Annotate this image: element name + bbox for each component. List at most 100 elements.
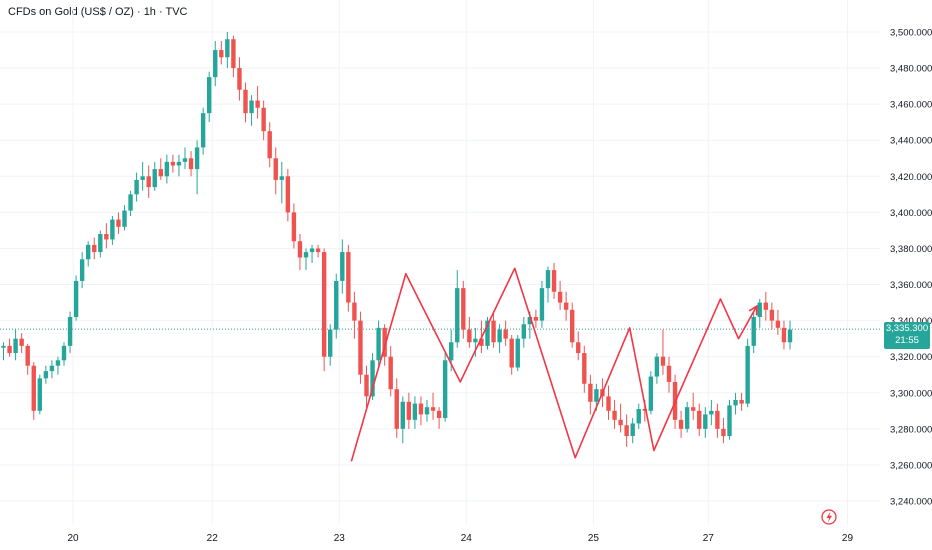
candle: [13, 329, 18, 361]
candle: [285, 169, 291, 222]
candle-body: [261, 107, 266, 132]
candle-body: [200, 113, 206, 148]
last-price-label: 3,335.300 21:55: [884, 322, 930, 350]
zigzag-pattern: [350, 267, 758, 462]
candle-body: [37, 378, 42, 411]
candle: [406, 392, 412, 429]
candle-body: [152, 169, 157, 188]
candle: [745, 338, 750, 408]
candle-body: [576, 342, 581, 354]
candle: [213, 41, 218, 87]
candle-body: [739, 399, 744, 404]
candle: [775, 309, 781, 336]
candle-body: [92, 244, 97, 253]
candle: [321, 248, 327, 372]
candle-body: [642, 409, 647, 411]
candle-body: [709, 410, 714, 415]
candle: [370, 353, 375, 400]
chart-title: CFDs on Gold (US$ / OZ) · 1h · TVC: [8, 6, 188, 18]
candle-body: [654, 356, 660, 377]
x-tick-label: 25: [588, 533, 600, 544]
candle: [92, 237, 97, 260]
lightning-icon[interactable]: [821, 509, 837, 525]
candle: [376, 320, 381, 366]
candle: [727, 399, 732, 440]
candle-body: [358, 320, 363, 375]
candle-body: [243, 89, 248, 114]
candle-body: [449, 342, 454, 361]
candle-body: [442, 360, 448, 419]
x-tick-label: 29: [842, 533, 854, 544]
candle: [618, 403, 623, 433]
candle-body: [303, 252, 309, 258]
candle: [152, 161, 157, 191]
candle: [557, 280, 563, 310]
candle-body: [370, 360, 375, 397]
candle-body: [660, 356, 666, 366]
candle-body: [781, 327, 787, 343]
y-tick-label: 3,360.000: [890, 280, 932, 291]
candle-body: [684, 407, 690, 429]
candle-body: [412, 403, 418, 420]
candle: [763, 291, 768, 321]
candle-body: [612, 410, 617, 420]
candle-body: [570, 309, 575, 343]
candle-body: [769, 309, 775, 321]
candle-body: [539, 288, 545, 321]
x-tick-label: 23: [334, 533, 346, 544]
candle-body: [164, 161, 170, 177]
candle-body: [467, 329, 472, 343]
candle: [551, 262, 557, 299]
candle: [436, 407, 442, 429]
candle-body: [86, 244, 91, 260]
candle: [116, 212, 121, 235]
candle-body: [582, 353, 587, 384]
candle: [521, 317, 526, 348]
x-tick-label: 24: [461, 533, 473, 544]
candle: [55, 356, 61, 375]
candle: [73, 275, 79, 321]
y-axis: 3,240.000 3,260.000 3,280.000 3,300.000 3,32…: [890, 28, 932, 508]
candle-body: [588, 383, 593, 402]
candle: [243, 82, 248, 123]
candle: [660, 329, 666, 375]
candle: [110, 215, 115, 245]
candle-body: [13, 338, 18, 354]
candle-body: [418, 403, 424, 415]
candle-body: [545, 270, 551, 289]
candle-body: [297, 241, 303, 258]
candle-body: [364, 374, 369, 397]
candle-body: [291, 212, 297, 242]
candle: [352, 291, 357, 339]
candle-body: [503, 329, 508, 339]
candle: [79, 252, 85, 289]
candle: [497, 324, 502, 354]
zigzag-line[interactable]: [350, 267, 758, 462]
candle: [648, 371, 654, 415]
candle-body: [1, 345, 6, 348]
candle-body: [67, 317, 73, 346]
candle: [315, 244, 321, 258]
candle-body: [249, 100, 254, 114]
candle-body: [328, 329, 333, 357]
y-tick-label: 3,240.000: [890, 497, 932, 508]
candle-body: [25, 345, 30, 366]
y-tick-label: 3,500.000: [890, 28, 932, 39]
candle: [128, 190, 133, 216]
candle-body: [176, 161, 182, 166]
candle-body: [207, 77, 212, 114]
candle-body: [461, 288, 466, 330]
candle-body: [61, 345, 67, 361]
candle: [533, 309, 539, 328]
candle: [67, 311, 73, 354]
candle: [231, 35, 236, 78]
candle: [19, 333, 24, 354]
candle: [630, 418, 635, 444]
candle-body: [188, 158, 194, 170]
candle-body: [745, 345, 750, 404]
candle-body: [285, 176, 291, 213]
candle-body: [624, 425, 629, 437]
candle-body: [140, 176, 145, 180]
candle-body: [430, 407, 436, 411]
candle-body: [630, 423, 635, 437]
